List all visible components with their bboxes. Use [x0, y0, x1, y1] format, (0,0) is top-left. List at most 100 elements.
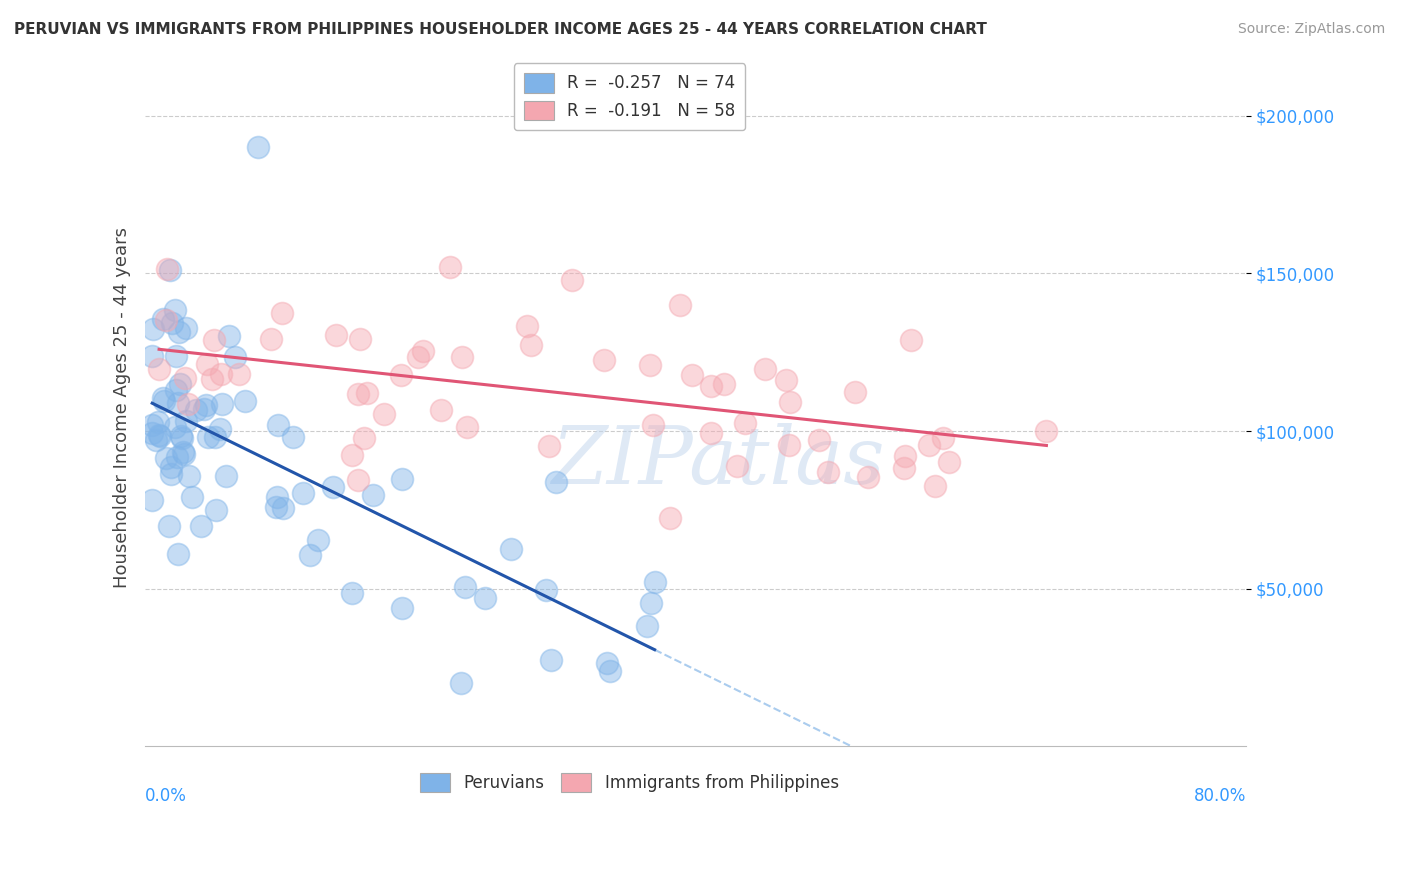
Point: [775, 373, 797, 387]
Point: [643, 418, 665, 433]
Point: [167, 325, 190, 339]
Point: [160, 467, 183, 481]
Point: [520, 338, 543, 352]
Point: [373, 407, 395, 421]
Point: [356, 385, 378, 400]
Text: Source: ZipAtlas.com: Source: ZipAtlas.com: [1237, 22, 1385, 37]
Point: [209, 367, 232, 381]
Point: [858, 470, 880, 484]
Point: [176, 397, 198, 411]
Point: [322, 480, 344, 494]
Point: [228, 367, 250, 381]
Point: [389, 368, 412, 383]
Point: [172, 445, 194, 459]
Point: [456, 420, 478, 434]
Point: [412, 344, 434, 359]
Point: [157, 519, 180, 533]
Point: [211, 397, 233, 411]
Point: [163, 302, 186, 317]
Point: [593, 352, 616, 367]
Point: [145, 434, 167, 448]
Point: [165, 383, 187, 397]
Point: [195, 398, 218, 412]
Point: [307, 533, 329, 547]
Point: [534, 582, 557, 597]
Point: [754, 361, 776, 376]
Point: [156, 261, 179, 276]
Point: [159, 459, 181, 474]
Point: [924, 479, 946, 493]
Point: [152, 391, 174, 405]
Point: [900, 333, 922, 347]
Point: [166, 450, 188, 464]
Point: [165, 349, 187, 363]
Point: [346, 387, 368, 401]
Point: [155, 450, 177, 465]
Point: [142, 322, 165, 336]
Point: [148, 427, 170, 442]
Point: [778, 438, 800, 452]
Text: ZIPatlas: ZIPatlas: [551, 423, 884, 500]
Point: [817, 465, 839, 479]
Point: [844, 384, 866, 399]
Point: [893, 460, 915, 475]
Point: [169, 377, 191, 392]
Point: [640, 596, 662, 610]
Point: [201, 371, 224, 385]
Point: [450, 676, 472, 690]
Point: [349, 332, 371, 346]
Point: [540, 653, 562, 667]
Point: [681, 368, 703, 383]
Point: [430, 403, 453, 417]
Point: [204, 429, 226, 443]
Point: [669, 298, 692, 312]
Point: [202, 333, 225, 347]
Point: [596, 656, 619, 670]
Point: [439, 260, 461, 274]
Point: [215, 469, 238, 483]
Point: [779, 394, 801, 409]
Point: [153, 393, 176, 408]
Point: [184, 402, 207, 417]
Point: [537, 439, 560, 453]
Point: [174, 370, 197, 384]
Point: [174, 321, 197, 335]
Point: [725, 458, 748, 473]
Point: [932, 431, 955, 445]
Point: [167, 396, 190, 410]
Point: [700, 425, 723, 440]
Point: [146, 415, 169, 429]
Point: [1035, 424, 1057, 438]
Point: [474, 591, 496, 605]
Point: [561, 273, 583, 287]
Point: [734, 416, 756, 430]
Point: [938, 455, 960, 469]
Point: [636, 618, 658, 632]
Point: [218, 328, 240, 343]
Point: [190, 519, 212, 533]
Point: [659, 511, 682, 525]
Point: [363, 488, 385, 502]
Point: [713, 376, 735, 391]
Text: PERUVIAN VS IMMIGRANTS FROM PHILIPPINES HOUSEHOLDER INCOME AGES 25 - 44 YEARS CO: PERUVIAN VS IMMIGRANTS FROM PHILIPPINES …: [14, 22, 987, 37]
Point: [141, 493, 163, 508]
Point: [340, 448, 363, 462]
Y-axis label: Householder Income Ages 25 - 44 years: Householder Income Ages 25 - 44 years: [114, 227, 131, 588]
Point: [195, 357, 218, 371]
Point: [141, 350, 163, 364]
Point: [353, 431, 375, 445]
Point: [408, 350, 430, 364]
Point: [450, 350, 472, 364]
Point: [918, 438, 941, 452]
Point: [546, 475, 568, 490]
Point: [299, 548, 322, 562]
Point: [235, 394, 257, 409]
Point: [152, 312, 174, 326]
Point: [167, 547, 190, 561]
Point: [347, 473, 370, 487]
Text: 80.0%: 80.0%: [1194, 787, 1246, 805]
Point: [172, 431, 194, 445]
Point: [247, 140, 270, 154]
Point: [266, 490, 288, 504]
Point: [159, 263, 181, 277]
